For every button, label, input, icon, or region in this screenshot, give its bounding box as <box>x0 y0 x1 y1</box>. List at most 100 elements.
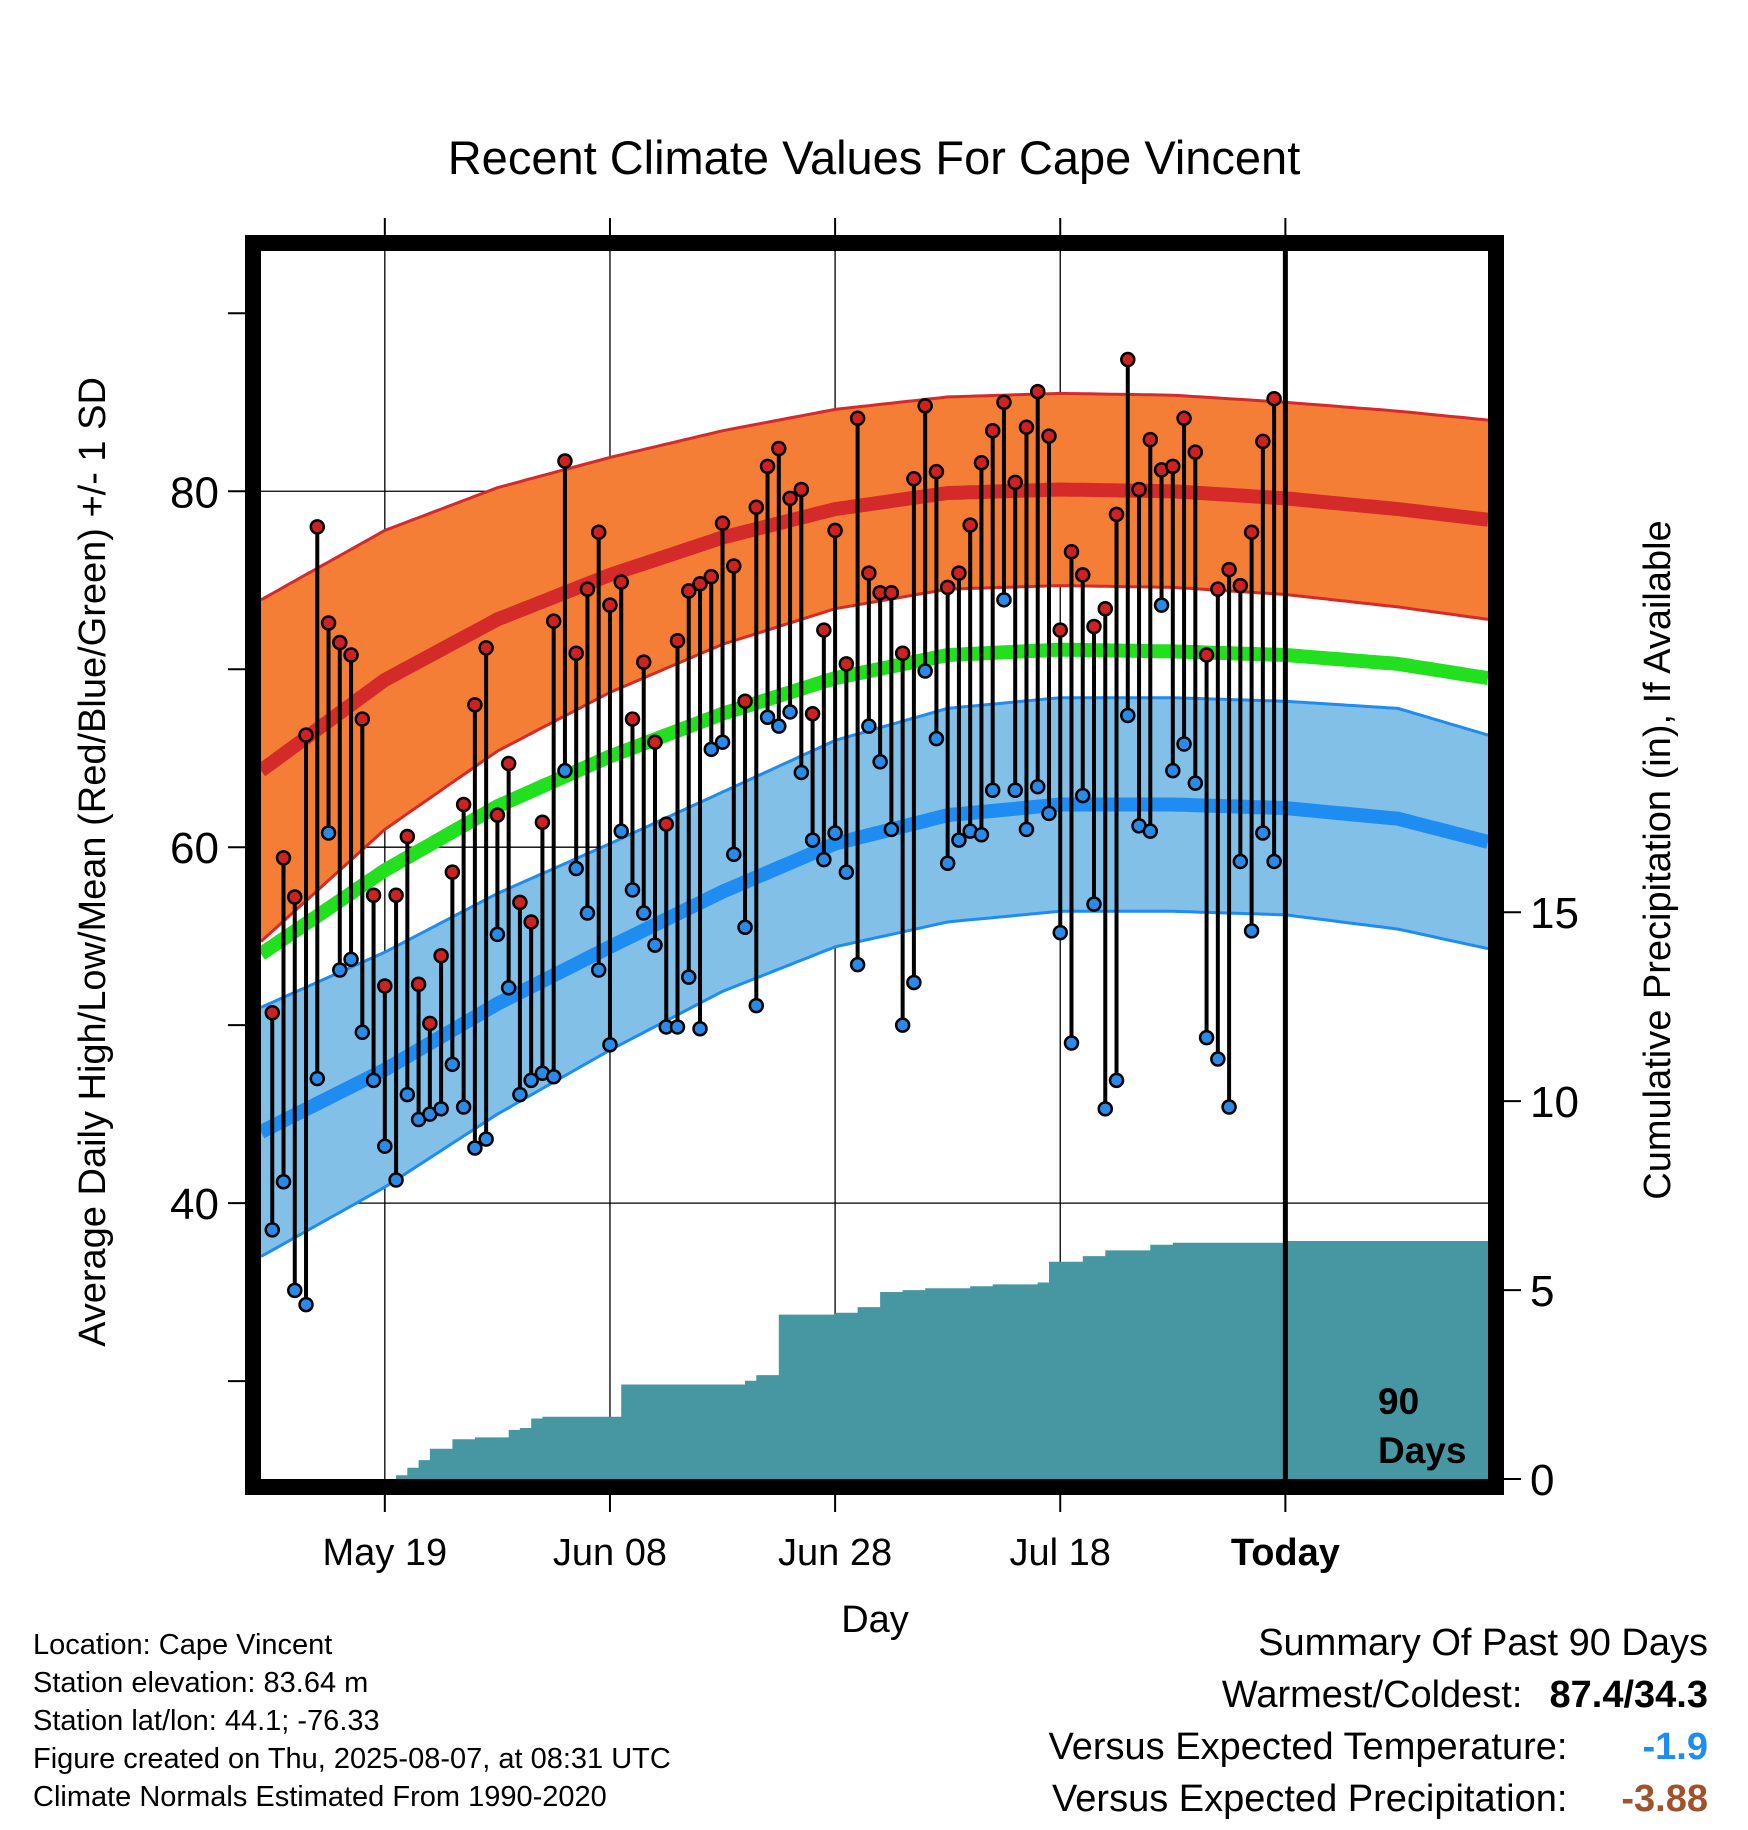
daily-low-point-12 <box>399 1086 416 1103</box>
daily-high-point-32 <box>624 711 641 727</box>
summary-precip-row: Versus Expected Precipitation: -3.88 <box>1049 1778 1708 1830</box>
daily-high-point-40 <box>714 515 731 532</box>
daily-high-point-19 <box>478 640 494 656</box>
warm-cold-value: 87.4/34.3 <box>1549 1674 1708 1716</box>
daily-high-point-89 <box>1266 390 1282 407</box>
daily-low-point-75 <box>1108 1072 1125 1089</box>
daily-low-point-42 <box>737 919 753 936</box>
precip-vs-expected-label: Versus Expected Precipitation: <box>1052 1778 1568 1820</box>
daily-high-point-30 <box>602 597 618 613</box>
daily-high-point-3 <box>298 727 314 743</box>
high-band <box>261 393 1488 942</box>
daily-low-point-43 <box>748 997 765 1014</box>
summary-warm-cold-row: Warmest/Coldest: 87.4/34.3 <box>1049 1674 1708 1726</box>
daily-high-point-13 <box>410 976 427 992</box>
daily-low-point-39 <box>703 741 720 758</box>
daily-low-point-87 <box>1243 923 1260 939</box>
daily-high-point-23 <box>523 914 539 930</box>
daily-high-point-22 <box>512 894 528 911</box>
daily-low-point-44 <box>759 709 776 726</box>
daily-low-point-63 <box>973 826 990 843</box>
daily-high-point-58 <box>917 398 933 414</box>
daily-low-point-74 <box>1097 1101 1114 1117</box>
daily-high-point-28 <box>579 581 596 597</box>
daily-low-point-69 <box>1041 805 1057 822</box>
daily-high-point-51 <box>838 656 855 672</box>
daily-high-point-81 <box>1176 410 1192 427</box>
daily-high-point-72 <box>1075 567 1091 583</box>
daily-low-point-73 <box>1086 896 1102 912</box>
daily-low-point-34 <box>647 937 663 953</box>
station-location: Location: Cape Vincent <box>33 1629 333 1661</box>
daily-high-point-45 <box>771 440 787 457</box>
daily-low-point-5 <box>320 825 337 841</box>
station-info: Location: Cape Vincent Station elevation… <box>33 1626 671 1816</box>
y-axis-label-left: Average Daily High/Low/Mean (Red/Blue/Gr… <box>72 377 114 1347</box>
days-marker-label-1: 90 <box>1378 1381 1419 1422</box>
daily-low-point-57 <box>906 974 922 991</box>
daily-low-point-15 <box>433 1101 449 1117</box>
daily-low-point-47 <box>793 764 810 781</box>
y-left-tick-label-2: 80 <box>170 468 219 517</box>
daily-high-point-64 <box>984 423 1001 439</box>
daily-high-point-15 <box>433 948 449 964</box>
daily-high-point-68 <box>1029 383 1046 400</box>
climate-normals-note: Climate Normals Estimated From 1990-2020 <box>33 1781 607 1813</box>
daily-low-point-58 <box>917 663 933 679</box>
daily-low-point-65 <box>996 592 1012 608</box>
daily-low-point-37 <box>681 969 697 985</box>
daily-low-point-89 <box>1266 853 1282 870</box>
daily-low-point-51 <box>838 864 855 880</box>
x-axis-label: Day <box>841 1599 909 1641</box>
daily-low-point-7 <box>343 951 359 968</box>
daily-low-point-9 <box>365 1072 382 1089</box>
daily-high-point-65 <box>996 394 1012 411</box>
daily-high-point-35 <box>658 816 674 832</box>
daily-low-point-76 <box>1120 707 1136 724</box>
daily-low-point-50 <box>827 825 843 841</box>
temp-vs-expected-value: -1.9 <box>1642 1726 1708 1768</box>
daily-low-point-28 <box>579 905 596 921</box>
low-band <box>261 697 1488 1257</box>
daily-low-point-78 <box>1142 823 1159 839</box>
daily-low-point-59 <box>928 730 945 747</box>
daily-high-point-33 <box>635 654 652 670</box>
daily-high-point-29 <box>590 524 607 540</box>
station-elevation: Station elevation: 83.64 m <box>33 1667 369 1699</box>
daily-high-point-47 <box>793 481 810 498</box>
daily-high-point-50 <box>827 522 843 539</box>
daily-low-point-6 <box>332 962 348 978</box>
daily-high-point-48 <box>804 705 821 722</box>
daily-high-point-84 <box>1210 581 1226 597</box>
daily-low-point-29 <box>590 962 607 978</box>
daily-high-point-44 <box>759 458 776 475</box>
daily-high-point-24 <box>534 814 551 831</box>
x-tick-label-3: Jul 18 <box>1010 1532 1111 1574</box>
daily-high-point-34 <box>647 734 663 750</box>
daily-high-point-49 <box>816 622 832 638</box>
daily-low-point-1 <box>275 1174 292 1190</box>
daily-high-point-10 <box>377 978 393 994</box>
daily-low-point-71 <box>1063 1035 1080 1051</box>
y-right-tick-label-2: 10 <box>1530 1078 1579 1127</box>
daily-low-point-19 <box>478 1131 494 1147</box>
days-marker-label-2: Days <box>1378 1430 1466 1471</box>
daily-high-point-86 <box>1232 577 1249 594</box>
daily-low-point-11 <box>388 1172 404 1188</box>
daily-high-point-78 <box>1142 431 1159 448</box>
daily-low-point-81 <box>1176 736 1192 752</box>
daily-low-point-84 <box>1210 1051 1226 1067</box>
daily-high-point-46 <box>782 490 798 507</box>
precip-vs-expected-value: -3.88 <box>1621 1778 1708 1820</box>
summary-panel: Summary Of Past 90 Days Warmest/Coldest:… <box>1049 1622 1708 1830</box>
daily-low-point-8 <box>354 1024 371 1041</box>
daily-high-point-83 <box>1198 647 1215 663</box>
daily-low-point-23 <box>523 1072 539 1089</box>
daily-low-point-41 <box>726 846 742 863</box>
x-tick-label-1: Jun 08 <box>553 1532 667 1574</box>
daily-high-point-67 <box>1018 419 1035 435</box>
daily-high-point-59 <box>928 463 945 480</box>
axes: 40 60 80 0 5 10 15 May 19 Jun 08 Jun 28 Jul 18 Toda… <box>170 218 1579 1574</box>
daily-low-point-32 <box>624 882 641 898</box>
daily-low-point-67 <box>1018 821 1035 838</box>
